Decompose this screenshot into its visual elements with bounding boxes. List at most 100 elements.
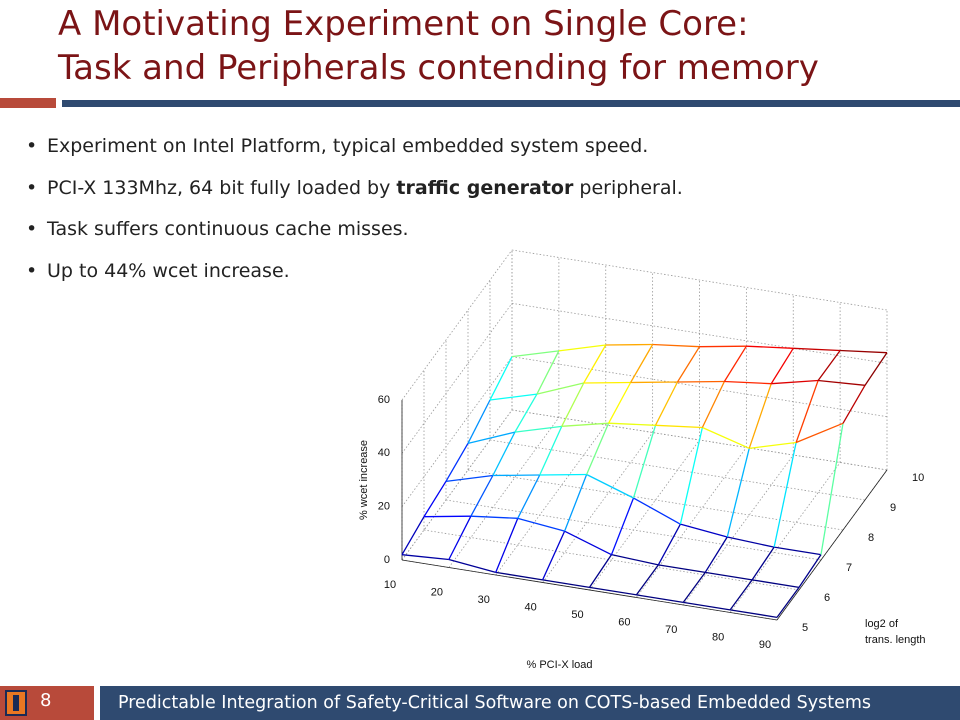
y-tick-label: 7 xyxy=(846,562,852,574)
y-tick-label: 9 xyxy=(890,502,896,514)
surface-edge xyxy=(652,343,700,348)
surface-edge xyxy=(730,609,778,618)
bullet: PCI-X 133Mhz, 64 bit fully loaded by tra… xyxy=(20,170,683,212)
surface-edge xyxy=(445,443,469,482)
surface-edge xyxy=(729,579,753,611)
chart: 10 20 30 40 50 60 70 80 90 5 6 7 8 9 10 0 20 40 60 % PCI-X … xyxy=(358,249,926,671)
grid-line xyxy=(489,439,866,501)
footer-left: 8 xyxy=(0,686,94,720)
surface-edge xyxy=(401,554,449,561)
surface-edge xyxy=(636,594,684,603)
y-tick-label: 10 xyxy=(912,472,924,484)
x-tick-label: 30 xyxy=(478,594,490,606)
surface-edge xyxy=(677,380,725,383)
z-axis-label: % wcet increase xyxy=(358,440,370,520)
bullet: Task suffers continuous cache misses. xyxy=(20,211,683,253)
surface-edge xyxy=(679,427,704,525)
bullet-text: Up to 44% wcet increase. xyxy=(47,259,290,282)
surface-edge xyxy=(561,382,585,427)
surface-edge xyxy=(489,393,537,401)
surface-edge xyxy=(583,344,607,384)
surface-edge xyxy=(683,601,731,611)
surface-edge xyxy=(492,474,540,477)
surface-edge xyxy=(723,345,747,382)
surface-edge xyxy=(699,345,747,348)
surface-edge xyxy=(586,422,610,475)
y-axis-label: trans. length xyxy=(865,634,926,646)
y-tick-label: 6 xyxy=(824,592,830,604)
grid-line xyxy=(511,302,888,364)
surface-edge xyxy=(655,424,703,429)
surface-edge xyxy=(517,517,565,532)
surface-edge xyxy=(511,350,559,358)
y-axis-label: log2 of xyxy=(865,618,899,630)
surface-edge xyxy=(470,515,518,519)
surface-edge xyxy=(561,422,609,427)
axis-line xyxy=(401,559,778,621)
surface-edge xyxy=(467,431,516,444)
grid-line xyxy=(448,417,560,568)
surface-edge xyxy=(864,352,888,386)
grid-line xyxy=(542,432,653,583)
surface-edge xyxy=(635,564,659,596)
x-axis-label: % PCI-X load xyxy=(526,659,592,671)
bullet: Experiment on Intel Platform, typical em… xyxy=(20,128,683,170)
surface-edge xyxy=(448,515,472,560)
z-tick-label: 40 xyxy=(378,447,390,459)
surface-edge xyxy=(726,448,750,538)
surface-edge xyxy=(610,497,635,555)
surface-edge xyxy=(630,344,654,383)
bullet-text: PCI-X 133Mhz, 64 bit fully loaded by xyxy=(47,176,397,199)
surface-edge xyxy=(608,382,632,424)
surface-edge xyxy=(542,530,566,581)
surface-edge xyxy=(795,380,819,443)
page-number: 8 xyxy=(40,690,52,711)
surface-edge xyxy=(514,393,538,433)
surface-edge xyxy=(793,347,841,352)
x-tick-label: 40 xyxy=(525,601,537,613)
bullet-text: peripheral. xyxy=(573,176,683,199)
footer-text: Predictable Integration of Safety-Critic… xyxy=(100,686,960,720)
title-line: A Motivating Experiment on Single Core: xyxy=(58,4,749,44)
surface-edge xyxy=(771,379,819,385)
surface-edge xyxy=(588,554,613,588)
axis-line xyxy=(776,469,888,621)
surface-edge xyxy=(564,530,612,556)
surface-edge xyxy=(401,516,425,555)
surface-edge xyxy=(448,558,496,573)
grid-line xyxy=(423,529,800,591)
surface-edge xyxy=(701,381,725,428)
title-rule xyxy=(0,98,56,108)
surface-edge xyxy=(583,381,631,384)
z-tick-label: 20 xyxy=(378,501,390,513)
surface-edge xyxy=(517,474,541,519)
x-tick-label: 50 xyxy=(571,609,583,621)
surface-edge xyxy=(586,473,634,499)
surface-edge xyxy=(842,385,866,424)
surface-edge xyxy=(536,350,560,395)
surface-edge xyxy=(746,345,794,349)
surface-edge xyxy=(773,442,797,548)
title-rule xyxy=(62,100,960,107)
z-tick-label: 60 xyxy=(378,394,390,406)
surface-edge xyxy=(818,379,866,386)
surface-edge xyxy=(676,346,701,383)
surface-edge xyxy=(817,350,841,381)
surface-edge xyxy=(489,356,513,401)
bullet-text: Experiment on Intel Platform, typical em… xyxy=(47,135,649,157)
surface-edge xyxy=(467,399,491,444)
surface-edge xyxy=(705,571,753,581)
surface-edge xyxy=(724,380,772,385)
grid-line xyxy=(495,424,607,576)
x-tick-label: 60 xyxy=(618,616,630,628)
surface-edge xyxy=(470,475,494,517)
surface-edge xyxy=(445,474,493,482)
grid-line xyxy=(401,303,513,454)
bullet-text: Task suffers continuous cache misses. xyxy=(47,218,409,240)
grid-line xyxy=(729,462,841,613)
x-tick-label: 80 xyxy=(712,631,724,643)
title: A Motivating Experiment on Single Core: … xyxy=(58,2,819,90)
surface-edge xyxy=(514,425,562,433)
surface-edge xyxy=(632,425,657,499)
